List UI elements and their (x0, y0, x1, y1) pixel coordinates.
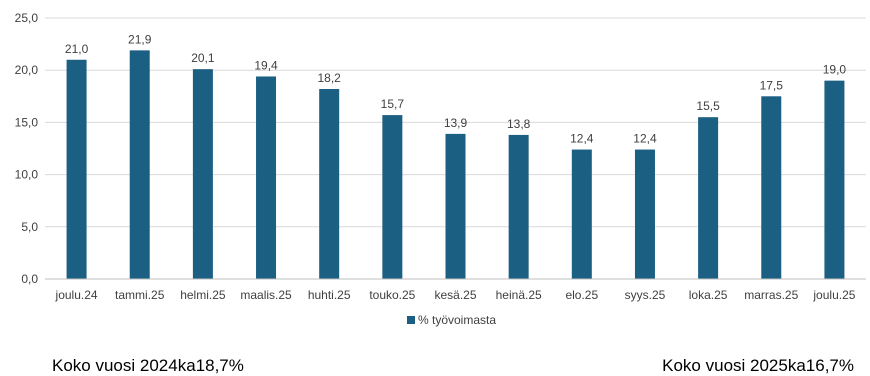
data-label: 13,9 (444, 116, 468, 130)
y-tick-label: 20,0 (15, 63, 39, 77)
y-tick-label: 25,0 (15, 11, 39, 25)
data-label: 20,1 (191, 51, 215, 65)
x-tick-label: joulu.24 (55, 288, 98, 302)
legend-label: % työvoimasta (418, 313, 496, 327)
x-tick-label: helmi.25 (180, 288, 226, 302)
bar (129, 50, 150, 279)
bar (192, 69, 213, 279)
bar (698, 117, 719, 280)
x-tick-label: maalis.25 (240, 288, 292, 302)
x-tick-label: huhti.25 (308, 288, 351, 302)
bar (382, 115, 403, 279)
bar (445, 133, 466, 279)
data-label: 13,8 (507, 117, 531, 131)
bar (256, 76, 277, 280)
x-tick-label: marras.25 (744, 288, 798, 302)
x-tick-label: syys.25 (625, 288, 666, 302)
y-tick-label: 5,0 (21, 220, 38, 234)
x-tick-label: kesä.25 (434, 288, 476, 302)
bar (634, 149, 655, 279)
bar (508, 134, 529, 279)
y-tick-label: 10,0 (15, 168, 39, 182)
data-label: 19,0 (823, 63, 847, 77)
summary-2025: Koko vuosi 2025ka16,7% (662, 356, 854, 375)
bar-chart: 0,0 5,0 10,0 15,0 20,0 25,0 21,0 joulu.24 21,9 ta… (15, 11, 866, 327)
data-label: 12,4 (570, 132, 594, 146)
chart-area: 0,0 5,0 10,0 15,0 20,0 25,0 21,0 joulu.24 21,9 ta… (15, 11, 866, 327)
x-tick-label: tammi.25 (115, 288, 165, 302)
data-label: 12,4 (633, 132, 657, 146)
data-label: 21,0 (65, 42, 89, 56)
data-label: 15,7 (381, 97, 405, 111)
data-label: 18,2 (318, 71, 342, 85)
data-label: 15,5 (696, 99, 720, 113)
y-tick-label: 15,0 (15, 115, 39, 129)
data-label: 21,9 (128, 32, 152, 46)
x-tick-label: elo.25 (565, 288, 598, 302)
bar (761, 96, 782, 279)
legend-swatch (407, 316, 415, 324)
x-tick-label: heinä.25 (496, 288, 542, 302)
x-tick-label: joulu.25 (812, 288, 855, 302)
data-label: 19,4 (254, 58, 278, 72)
bar (66, 59, 87, 280)
bar (571, 149, 592, 279)
bar (824, 80, 845, 279)
x-tick-label: loka.25 (689, 288, 728, 302)
summary-2024: Koko vuosi 2024ka18,7% (52, 356, 244, 375)
bar (319, 88, 340, 279)
y-tick-label: 0,0 (21, 272, 38, 286)
data-label: 17,5 (760, 78, 784, 92)
x-tick-label: touko.25 (369, 288, 415, 302)
